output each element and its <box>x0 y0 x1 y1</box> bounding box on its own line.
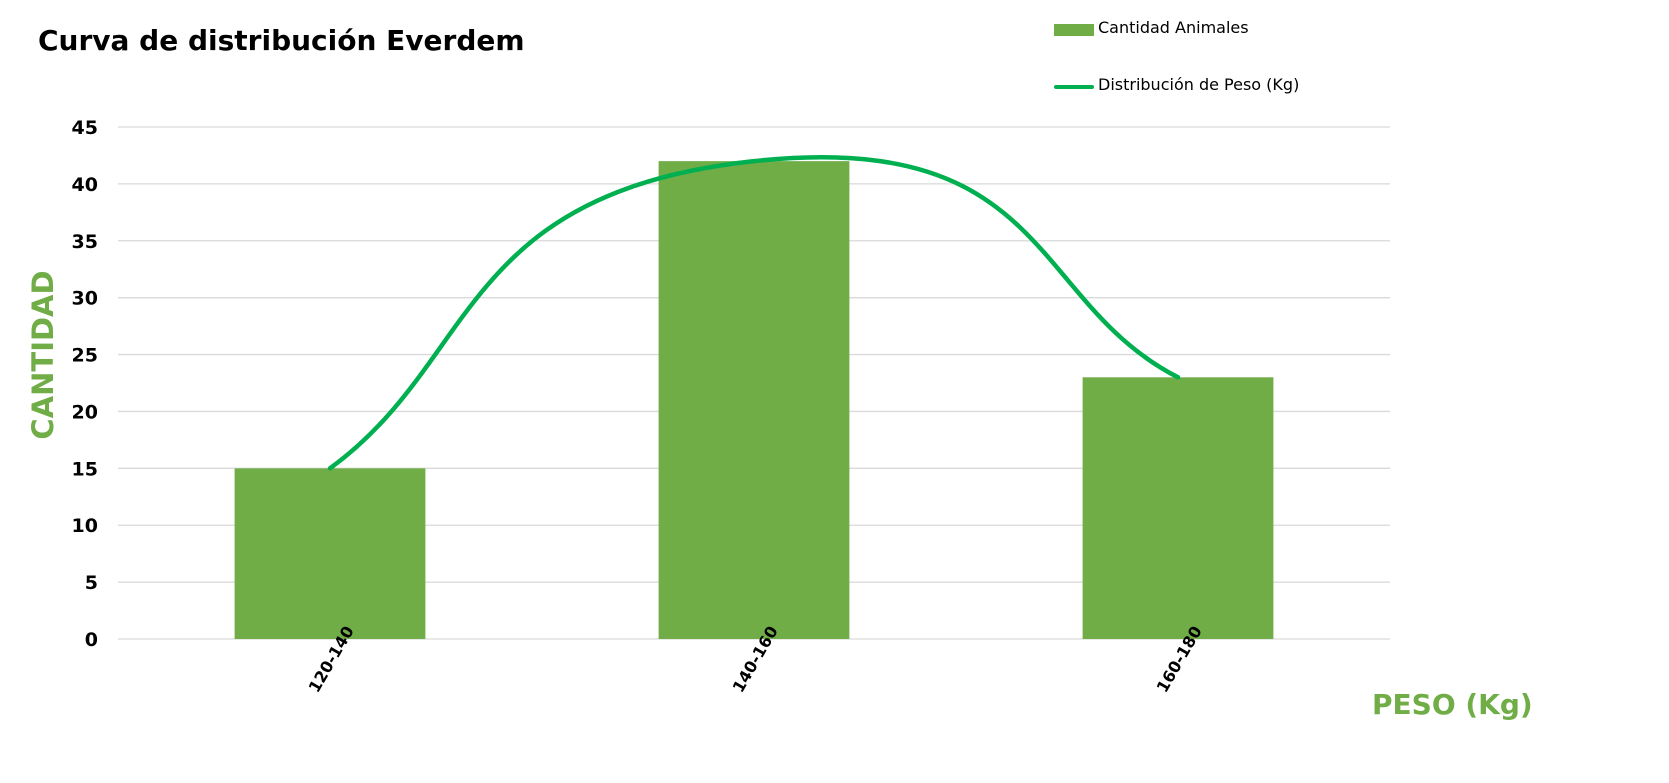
legend-item-bars: Cantidad Animales <box>1054 14 1299 71</box>
distribution-line <box>327 155 1181 471</box>
y-tick-label: 30 <box>72 288 98 310</box>
y-tick-label: 0 <box>85 629 98 651</box>
x-axis-label: PESO (Kg) <box>1372 688 1533 721</box>
legend-label-bars: Cantidad Animales <box>1098 18 1249 37</box>
legend-item-line: Distribución de Peso (Kg) <box>1054 71 1299 128</box>
y-tick-label: 40 <box>72 174 98 196</box>
y-tick-label: 10 <box>72 515 98 537</box>
bar <box>234 468 426 639</box>
y-tick-label: 5 <box>85 572 98 594</box>
y-tick-label: 20 <box>72 401 98 423</box>
legend: Cantidad Animales Distribución de Peso (… <box>1054 14 1299 128</box>
y-tick-label: 15 <box>72 458 98 480</box>
y-tick-label: 25 <box>72 345 98 367</box>
y-tick-label: 45 <box>72 117 98 139</box>
legend-swatch-line <box>1054 85 1094 89</box>
legend-swatch-bars <box>1054 24 1094 36</box>
bar <box>658 161 850 639</box>
legend-label-line: Distribución de Peso (Kg) <box>1098 75 1300 94</box>
y-tick-label: 35 <box>72 231 98 253</box>
bar <box>1082 377 1274 639</box>
chart-title: Curva de distribución Everdem <box>38 24 525 57</box>
